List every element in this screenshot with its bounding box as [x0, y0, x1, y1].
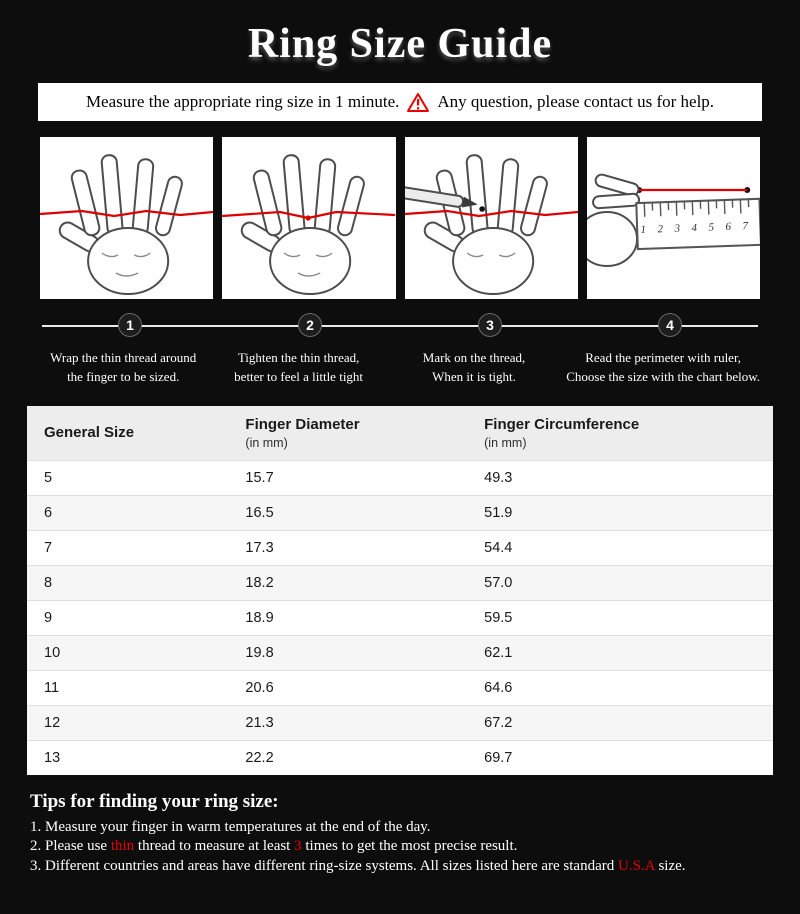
table-row: 5 15.7 49.3 — [27, 459, 773, 495]
step-captions: Wrap the thin thread around the finger t… — [40, 348, 760, 386]
red-thread-line — [404, 209, 578, 218]
notice-text-after: Any question, please contact us for help… — [437, 92, 715, 111]
svg-text:4: 4 — [691, 222, 697, 234]
step-badge-2: 2 — [298, 313, 322, 337]
marker-pen-icon — [404, 185, 478, 208]
svg-text:6: 6 — [725, 221, 731, 233]
svg-text:7: 7 — [742, 220, 748, 232]
hand-illustration-step-2 — [222, 137, 396, 299]
ruler-illustration-step-4: 1 2 3 4 5 6 7 — [586, 137, 760, 299]
step-caption-2: Tighten the thin thread, better to feel … — [234, 350, 364, 384]
col-finger-diameter: Finger Diameter (in mm) — [228, 406, 468, 460]
table-row: 13 22.2 69.7 — [27, 739, 773, 775]
tip-1: 1. Measure your finger in warm temperatu… — [30, 818, 431, 835]
hand-illustration-step-3 — [404, 137, 578, 299]
notice-bar: Measure the appropriate ring size in 1 m… — [38, 83, 762, 121]
step-number-strip: 1 2 3 4 — [40, 313, 760, 339]
page-title: Ring Size Guide — [247, 21, 553, 67]
table-row: 10 19.8 62.1 — [27, 634, 773, 670]
tip-3: 3. Different countries and areas have di… — [30, 857, 686, 874]
table-row: 9 18.9 59.5 — [27, 599, 773, 635]
step-badge-4: 4 — [658, 313, 682, 337]
red-thread-line — [40, 209, 214, 218]
step-illustrations: 1 2 3 4 5 6 7 — [40, 137, 760, 299]
tips-title: Tips for finding your ring size: — [30, 790, 279, 812]
step-caption-3: Mark on the thread, When it is tight. — [422, 350, 526, 384]
col-general-size: General Size — [27, 406, 229, 460]
notice-text-before: Measure the appropriate ring size in 1 m… — [85, 92, 400, 111]
table-row: 11 20.6 64.6 — [27, 669, 773, 705]
svg-text:1: 1 — [640, 224, 646, 236]
col-finger-circumference: Finger Circumference (in mm) — [467, 406, 773, 460]
tip-2: 2. Please use thin thread to measure at … — [30, 838, 518, 854]
thread-knot — [305, 215, 311, 221]
warning-triangle-icon — [407, 92, 430, 112]
table-row: 7 17.3 54.4 — [27, 529, 773, 565]
pinching-hand — [586, 173, 640, 267]
hand-illustration-step-1 — [40, 137, 214, 299]
step-badge-1: 1 — [118, 313, 142, 337]
table-row: 12 21.3 67.2 — [27, 704, 773, 740]
table-row: 8 18.2 57.0 — [27, 564, 773, 600]
step-caption-4: Read the perimeter with ruler, Choose th… — [566, 350, 760, 384]
step-rail-line — [42, 325, 758, 327]
tips-section: Tips for finding your ring size: 1. Meas… — [30, 791, 770, 877]
size-table: General Size Finger Diameter (in mm) Fin… — [27, 406, 773, 775]
svg-text:2: 2 — [657, 223, 663, 235]
size-table-card: General Size Finger Diameter (in mm) Fin… — [27, 406, 773, 775]
step-caption-1: Wrap the thin thread around the finger t… — [50, 350, 197, 384]
svg-text:3: 3 — [673, 223, 680, 235]
table-header-row: General Size Finger Diameter (in mm) Fin… — [27, 406, 773, 460]
step-badge-3: 3 — [478, 313, 502, 337]
table-row: 6 16.5 51.9 — [27, 494, 773, 530]
page-header: Ring Size Guide — [0, 0, 800, 68]
thread-mark-dot — [478, 206, 485, 212]
svg-text:5: 5 — [708, 221, 714, 233]
ruler: 1 2 3 4 5 6 7 — [634, 197, 760, 251]
